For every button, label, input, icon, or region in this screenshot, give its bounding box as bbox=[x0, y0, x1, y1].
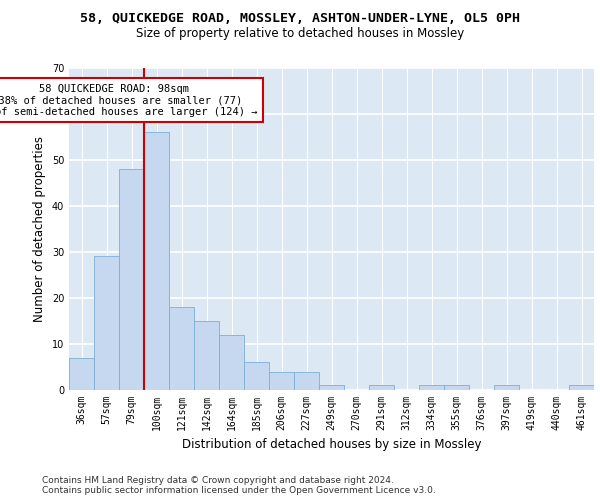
Bar bbox=[419, 386, 444, 390]
Text: Contains public sector information licensed under the Open Government Licence v3: Contains public sector information licen… bbox=[42, 486, 436, 495]
Bar bbox=[144, 132, 169, 390]
Bar bbox=[94, 256, 119, 390]
X-axis label: Distribution of detached houses by size in Mossley: Distribution of detached houses by size … bbox=[182, 438, 481, 452]
Bar bbox=[569, 386, 594, 390]
Text: Size of property relative to detached houses in Mossley: Size of property relative to detached ho… bbox=[136, 28, 464, 40]
Bar bbox=[169, 307, 194, 390]
Bar bbox=[119, 169, 144, 390]
Bar bbox=[219, 334, 244, 390]
Text: Contains HM Land Registry data © Crown copyright and database right 2024.: Contains HM Land Registry data © Crown c… bbox=[42, 476, 394, 485]
Text: 58 QUICKEDGE ROAD: 98sqm
← 38% of detached houses are smaller (77)
61% of semi-d: 58 QUICKEDGE ROAD: 98sqm ← 38% of detach… bbox=[0, 84, 258, 117]
Bar bbox=[69, 358, 94, 390]
Bar bbox=[494, 386, 519, 390]
Bar bbox=[294, 372, 319, 390]
Bar bbox=[269, 372, 294, 390]
Bar bbox=[319, 386, 344, 390]
Bar bbox=[369, 386, 394, 390]
Text: 58, QUICKEDGE ROAD, MOSSLEY, ASHTON-UNDER-LYNE, OL5 0PH: 58, QUICKEDGE ROAD, MOSSLEY, ASHTON-UNDE… bbox=[80, 12, 520, 26]
Bar bbox=[244, 362, 269, 390]
Bar bbox=[194, 321, 219, 390]
Bar bbox=[444, 386, 469, 390]
Y-axis label: Number of detached properties: Number of detached properties bbox=[33, 136, 46, 322]
